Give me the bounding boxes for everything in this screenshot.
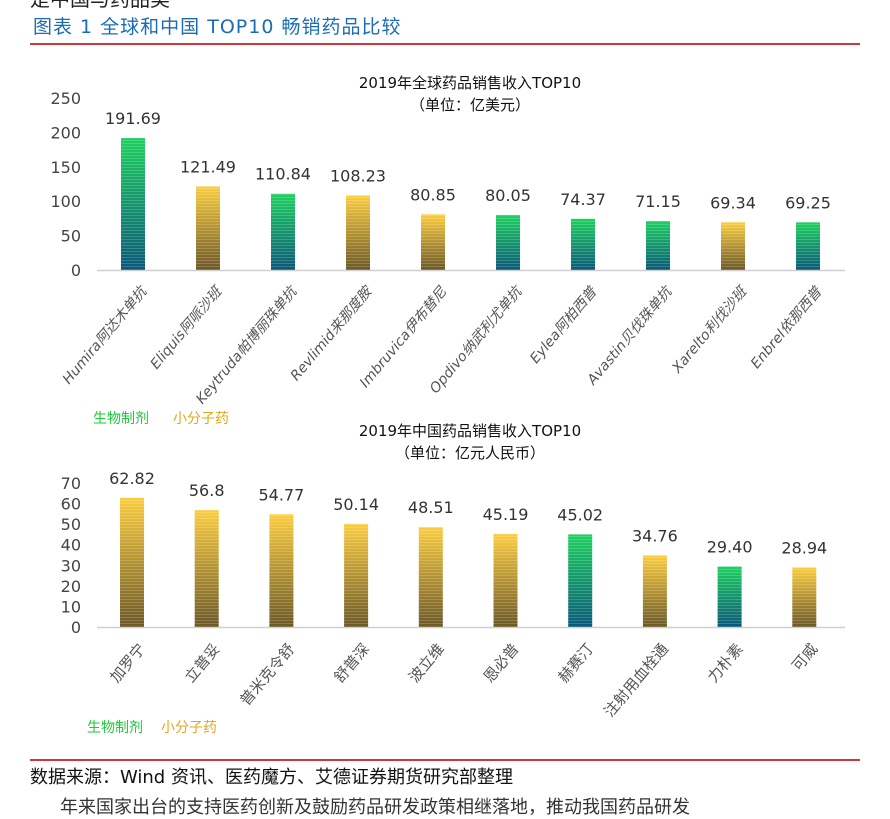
bar-texture <box>646 221 670 270</box>
bar-texture <box>121 138 145 270</box>
y-tick-label: 40 <box>61 536 81 555</box>
x-tick-label: Eylea阿柏西普 <box>527 283 601 367</box>
bar-texture <box>418 527 443 627</box>
bar-texture <box>196 186 220 270</box>
bar-texture <box>796 222 820 270</box>
y-tick-label: 10 <box>61 597 81 616</box>
data-label: 110.84 <box>255 165 311 184</box>
bar-texture <box>269 514 294 627</box>
y-tick-label: 0 <box>71 261 81 280</box>
data-label: 54.77 <box>258 485 304 504</box>
cut-off-text-bottom: 年来国家出台的支持医药创新及鼓励药品研发政策相继落地，推动我国药品研发 <box>60 797 690 818</box>
x-tick-label: 注射用血栓通 <box>600 640 672 721</box>
x-tick-label: Enbrel依那西普 <box>748 283 826 372</box>
x-tick-label: 波立维 <box>405 640 448 686</box>
data-label: 62.82 <box>109 469 155 488</box>
data-label: 34.76 <box>632 526 678 545</box>
data-label: 56.8 <box>189 481 225 500</box>
cut-off-text-top: 是中国与药品美 <box>30 0 170 10</box>
x-tick-label: Humira阿达木单抗 <box>60 283 151 388</box>
y-tick-label: 150 <box>50 158 81 177</box>
bar-texture <box>346 195 370 270</box>
bar-texture <box>642 555 667 627</box>
y-tick-label: 100 <box>50 192 81 211</box>
data-label: 28.94 <box>781 538 827 557</box>
data-label: 29.40 <box>707 538 753 557</box>
data-label: 45.02 <box>557 505 603 524</box>
legend-bio: 生物制剂 <box>93 411 149 427</box>
data-label: 71.15 <box>635 192 681 211</box>
data-label: 69.25 <box>785 193 831 212</box>
x-tick-label: 加罗宁 <box>106 640 149 686</box>
bar-texture <box>568 534 593 627</box>
bar-texture <box>717 566 742 627</box>
bar-texture <box>493 534 518 627</box>
x-tick-label: 力朴素 <box>704 640 747 686</box>
x-tick-label: Eliquis阿哌沙班 <box>148 283 227 373</box>
title-divider <box>30 43 860 45</box>
bar-texture <box>496 214 520 270</box>
legend-bio: 生物制剂 <box>87 720 143 736</box>
data-label: 80.05 <box>485 186 531 205</box>
x-tick-label: 赫赛汀 <box>555 640 598 686</box>
x-tick-label: 立普妥 <box>181 640 224 686</box>
y-tick-label: 30 <box>61 556 81 575</box>
y-tick-label: 70 <box>61 474 81 493</box>
bar-texture <box>344 523 369 627</box>
y-tick-label: 60 <box>61 495 81 514</box>
data-label: 74.37 <box>560 190 606 209</box>
data-label: 80.85 <box>410 185 456 204</box>
legend-small-molecule: 小分子药 <box>161 720 217 736</box>
chart-subtitle: （单位：亿元人民币） <box>395 444 545 462</box>
data-label: 108.23 <box>330 167 386 186</box>
x-tick-label: Revlimid来那度胺 <box>288 283 377 384</box>
bar-texture <box>571 218 595 270</box>
chart-title: 2019年全球药品销售收入TOP10 <box>359 74 581 92</box>
y-tick-label: 250 <box>50 89 81 108</box>
x-tick-label: Xarelto利伐沙班 <box>669 283 752 377</box>
figure-title: 图表 1 全球和中国 TOP10 畅销药品比较 <box>33 16 402 38</box>
bar-texture <box>120 497 144 627</box>
x-tick-label: 舒普深 <box>330 640 373 686</box>
bar-texture <box>792 567 817 627</box>
legend-small-molecule: 小分子药 <box>173 411 229 427</box>
bar-texture <box>721 222 745 270</box>
x-tick-label: 普米克令舒 <box>236 640 298 709</box>
data-label: 69.34 <box>710 193 756 212</box>
chart-title: 2019年中国药品销售收入TOP10 <box>359 422 581 440</box>
data-label: 48.51 <box>408 498 454 517</box>
bar-texture <box>271 193 295 270</box>
x-tick-label: 可威 <box>788 640 821 675</box>
data-label: 121.49 <box>180 157 236 176</box>
y-tick-label: 200 <box>50 123 81 142</box>
chart-subtitle: （单位：亿美元） <box>410 96 530 114</box>
x-tick-label: Avastin贝伐珠单抗 <box>584 283 677 389</box>
bar-texture <box>421 214 445 270</box>
y-tick-label: 50 <box>61 227 81 246</box>
data-label: 191.69 <box>105 109 161 128</box>
source-divider <box>30 759 860 761</box>
y-tick-label: 0 <box>71 618 81 637</box>
bar-texture <box>194 510 219 627</box>
y-tick-label: 50 <box>61 515 81 534</box>
data-label: 50.14 <box>333 495 379 514</box>
source-note: 数据来源：Wind 资讯、医药魔方、艾德证券期货研究部整理 <box>30 767 513 788</box>
data-label: 45.19 <box>483 505 529 524</box>
y-tick-label: 20 <box>61 577 81 596</box>
x-tick-label: 恩必普 <box>480 640 523 686</box>
